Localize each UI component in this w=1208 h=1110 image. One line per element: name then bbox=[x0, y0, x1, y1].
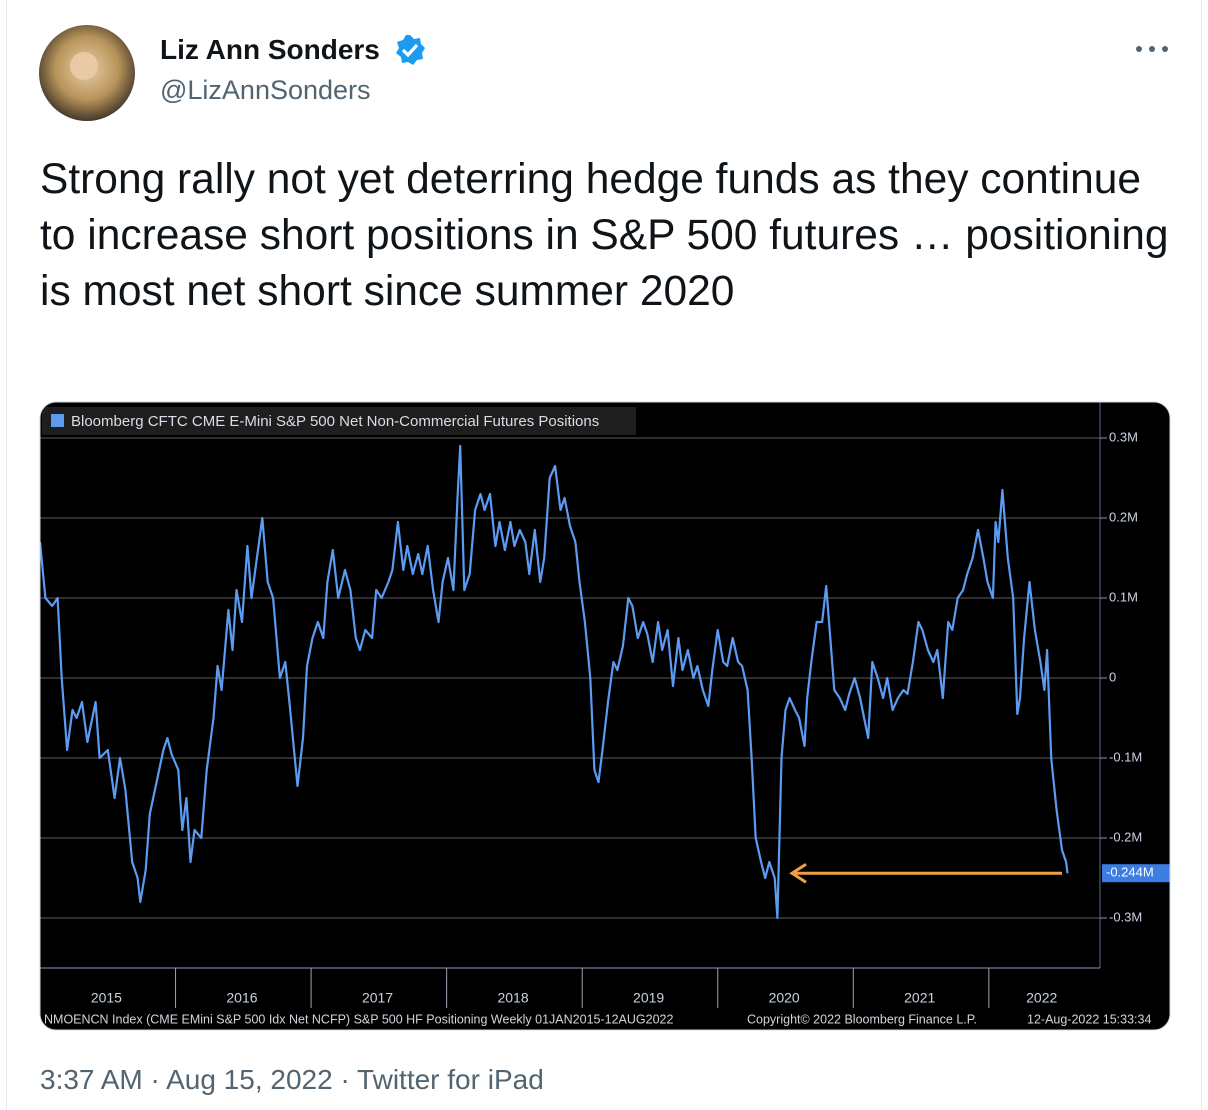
y-tick-label: -0.3M bbox=[1109, 909, 1142, 924]
x-tick-label: 2016 bbox=[226, 990, 257, 1006]
chart-background bbox=[40, 402, 1170, 1030]
more-button[interactable] bbox=[1134, 42, 1170, 56]
footer-copyright: Copyright© 2022 Bloomberg Finance L.P. bbox=[747, 1012, 977, 1026]
y-tick-label: 0.3M bbox=[1109, 429, 1138, 444]
chart-panel: 0.3M 0.2M 0.1M 0 -0.1M -0.2M -0.3M 2015 2016 2017… bbox=[40, 402, 1170, 1030]
x-tick-label: 2017 bbox=[362, 990, 393, 1006]
y-tick-label: 0.2M bbox=[1109, 509, 1138, 524]
chart-border bbox=[39, 401, 1171, 1031]
legend-label: Bloomberg CFTC CME E-Mini S&P 500 Net No… bbox=[71, 413, 599, 430]
x-tick-label: 2015 bbox=[91, 990, 122, 1006]
last-value-tag bbox=[1102, 864, 1170, 883]
legend-swatch bbox=[51, 414, 64, 427]
y-tick-label: 0.1M bbox=[1109, 589, 1138, 604]
x-tick-label: 2019 bbox=[633, 990, 664, 1006]
last-value-label: -0.244M bbox=[1106, 865, 1154, 880]
legend-box bbox=[42, 407, 636, 435]
tweet-meta: 3:37 AM · Aug 15, 2022 · Twitter for iPa… bbox=[40, 1064, 544, 1095]
y-tick-label: 0 bbox=[1109, 669, 1116, 684]
x-tick-label: 2020 bbox=[769, 990, 800, 1006]
annotation-arrowhead bbox=[789, 862, 807, 884]
tweet-text: Strong rally not yet deterring hedge fun… bbox=[40, 156, 1169, 315]
data-line bbox=[40, 444, 1069, 920]
avatar[interactable] bbox=[38, 24, 136, 122]
y-tick-label: -0.1M bbox=[1109, 749, 1142, 764]
x-tick-label: 2021 bbox=[904, 990, 935, 1006]
x-tick-label: 2022 bbox=[1026, 990, 1057, 1006]
tweet-frame bbox=[6, 0, 1202, 1110]
x-tick-label: 2018 bbox=[497, 990, 528, 1006]
verified-badge bbox=[396, 35, 425, 65]
y-tick-label: -0.2M bbox=[1109, 829, 1142, 844]
footer-date: 12-Aug-2022 15:33:34 bbox=[1027, 1012, 1151, 1026]
user-handle[interactable]: @LizAnnSonders bbox=[160, 75, 371, 105]
user-name[interactable]: Liz Ann Sonders bbox=[160, 34, 380, 65]
footer-source: NMOENCN Index (CME EMini S&P 500 Idx Net… bbox=[44, 1012, 673, 1026]
